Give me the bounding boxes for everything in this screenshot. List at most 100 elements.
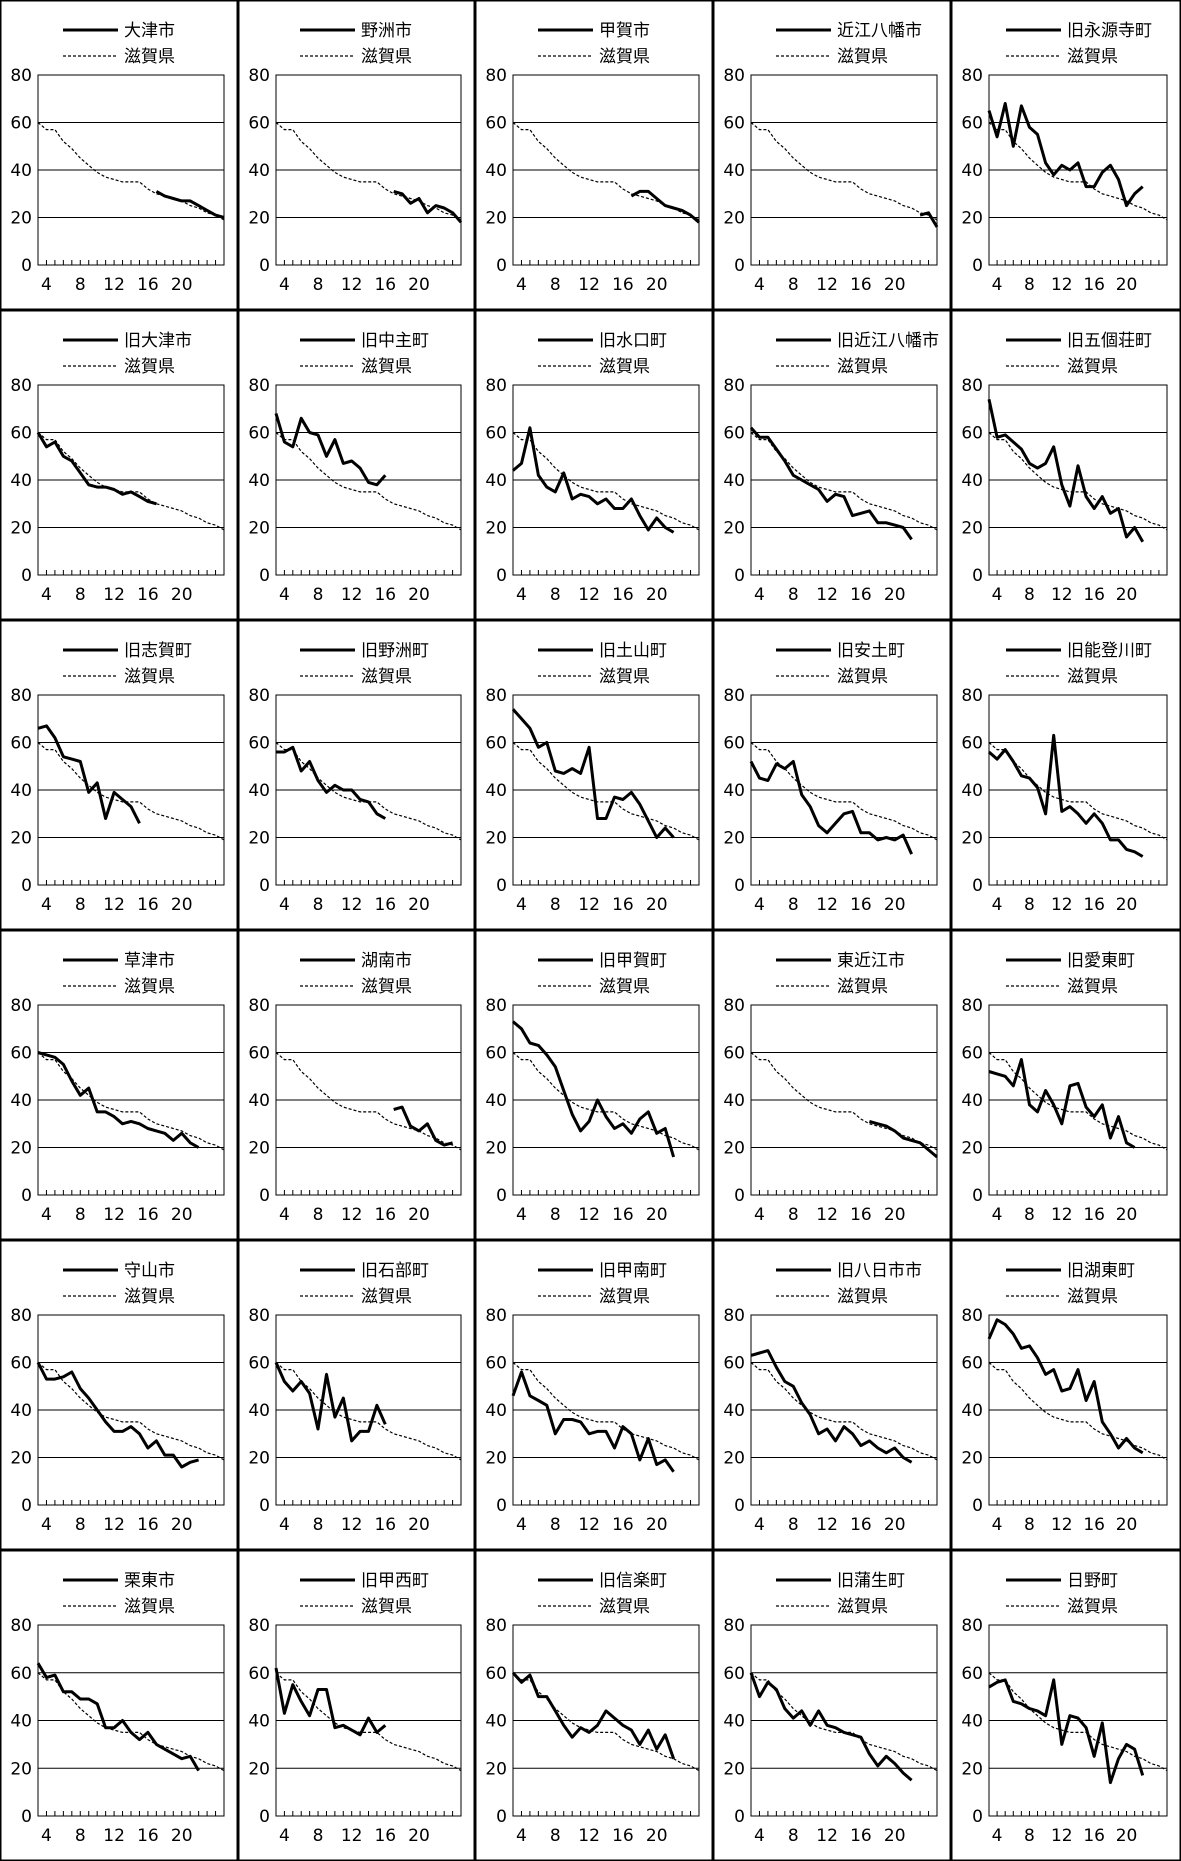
legend-series-label: 旧湖東町 <box>1067 1261 1135 1281</box>
y-tick-label: 20 <box>10 209 32 229</box>
y-tick-label: 0 <box>259 1186 270 1206</box>
series-line <box>37 724 141 824</box>
y-tick-label: 80 <box>961 686 983 706</box>
y-tick-label: 80 <box>723 686 745 706</box>
y-tick-label: 20 <box>248 519 270 539</box>
y-tick-label: 80 <box>485 1306 507 1326</box>
y-tick-label: 0 <box>259 1496 270 1516</box>
legend-series-label: 旧八日市市 <box>837 1261 922 1281</box>
x-tick-label: 4 <box>41 1515 52 1535</box>
y-tick-label: 60 <box>961 1354 983 1374</box>
y-tick-label: 40 <box>961 1091 983 1111</box>
panel-border <box>713 930 951 1240</box>
reference-series-line <box>37 1362 225 1461</box>
y-tick-label: 0 <box>21 876 32 896</box>
reference-series-line <box>275 742 462 841</box>
x-tick-label: 20 <box>884 895 906 915</box>
x-tick-label: 20 <box>646 1515 668 1535</box>
x-tick-label: 4 <box>754 1826 765 1846</box>
legend-reference-label: 滋賀県 <box>361 47 412 67</box>
panel-border <box>475 1240 713 1550</box>
legend-reference-label: 滋賀県 <box>1067 667 1118 687</box>
panel-border <box>0 1240 238 1550</box>
x-tick-label: 4 <box>41 1826 52 1846</box>
legend-series-label: 旧中主町 <box>361 331 429 351</box>
series-line <box>511 1671 676 1760</box>
y-tick-label: 0 <box>972 256 983 276</box>
y-tick-label: 20 <box>248 1139 270 1159</box>
y-tick-label: 60 <box>961 114 983 134</box>
x-tick-label: 20 <box>171 1515 193 1535</box>
x-tick-label: 12 <box>578 275 600 295</box>
x-tick-label: 16 <box>612 585 634 605</box>
reference-series-line <box>275 1052 462 1151</box>
legend-series-label: 旧蒲生町 <box>837 1571 905 1591</box>
y-tick-label: 20 <box>961 1759 983 1779</box>
legend-reference-label: 滋賀県 <box>599 977 650 997</box>
legend-reference-label: 滋賀県 <box>837 667 888 687</box>
y-tick-label: 20 <box>485 829 507 849</box>
series-line <box>919 211 939 228</box>
y-tick-label: 0 <box>21 1496 32 1516</box>
legend-reference-label: 滋賀県 <box>837 1597 888 1617</box>
x-tick-label: 8 <box>788 1826 799 1846</box>
y-tick-label: 80 <box>723 376 745 396</box>
x-tick-label: 16 <box>850 1515 872 1535</box>
y-tick-label: 40 <box>485 1401 507 1421</box>
y-tick-label: 80 <box>485 376 507 396</box>
x-tick-label: 4 <box>992 275 1003 295</box>
x-tick-label: 16 <box>612 1515 634 1535</box>
y-tick-label: 20 <box>723 829 745 849</box>
y-tick-label: 0 <box>21 566 32 586</box>
panel-border <box>0 620 238 930</box>
panel-border <box>713 1550 951 1861</box>
y-tick-label: 0 <box>734 256 745 276</box>
y-tick-label: 60 <box>723 114 745 134</box>
reference-series-line <box>750 1362 938 1461</box>
series-line <box>36 431 157 506</box>
x-tick-label: 20 <box>1116 1515 1138 1535</box>
legend-series-label: 旧近江八幡市 <box>837 331 939 351</box>
x-tick-label: 12 <box>816 1826 838 1846</box>
y-tick-label: 60 <box>10 1664 32 1684</box>
legend-reference-label: 滋賀県 <box>1067 1287 1118 1307</box>
legend-reference-label: 滋賀県 <box>837 357 888 377</box>
y-tick-label: 40 <box>485 1712 507 1732</box>
reference-series-line <box>275 1362 462 1461</box>
x-tick-label: 4 <box>754 895 765 915</box>
x-tick-label: 12 <box>341 275 363 295</box>
legend-series-label: 旧土山町 <box>599 641 667 661</box>
legend-reference-label: 滋賀県 <box>361 357 412 377</box>
x-tick-label: 20 <box>646 585 668 605</box>
x-tick-label: 20 <box>1116 1826 1138 1846</box>
y-tick-label: 40 <box>485 471 507 491</box>
series-line <box>511 1370 675 1473</box>
x-tick-label: 16 <box>374 895 396 915</box>
x-tick-label: 8 <box>1024 585 1035 605</box>
legend-series-label: 旧愛東町 <box>1067 951 1135 971</box>
series-line <box>274 413 387 487</box>
x-tick-label: 8 <box>550 1205 561 1225</box>
x-tick-label: 8 <box>1024 1826 1035 1846</box>
reference-series-line <box>988 432 1168 531</box>
y-tick-label: 0 <box>734 1186 745 1206</box>
panel-border <box>475 930 713 1240</box>
x-tick-label: 12 <box>578 895 600 915</box>
panel-border <box>238 620 475 930</box>
y-tick-label: 60 <box>485 424 507 444</box>
x-tick-label: 16 <box>374 1205 396 1225</box>
x-tick-label: 20 <box>171 585 193 605</box>
x-tick-label: 12 <box>1051 275 1073 295</box>
reference-series-line <box>512 742 700 841</box>
panel-border <box>713 620 951 930</box>
